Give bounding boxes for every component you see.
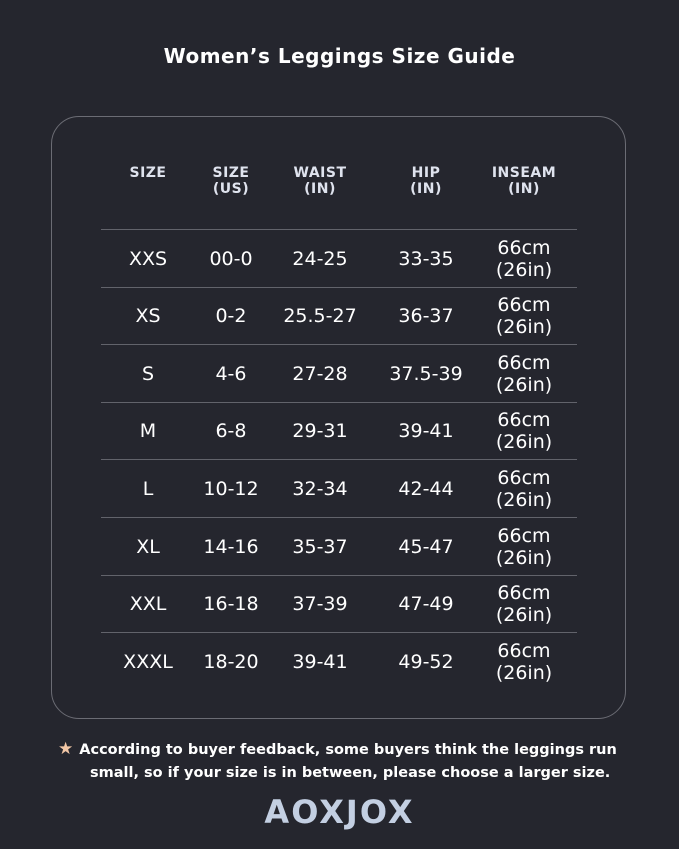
cell-inseam: 66cm (26in) (469, 403, 579, 460)
cell-hip: 49-52 (398, 650, 454, 673)
cell-inseam-cm: 66cm (497, 294, 551, 317)
cell-inseam-cm: 66cm (497, 409, 551, 432)
cell-size: XXXL (123, 650, 173, 673)
table-row: XS 0-2 25.5-27 36-37 66cm (26in) (101, 286, 579, 345)
header-inseam: INSEAM (IN) (474, 165, 574, 197)
cell-waist: 27-28 (292, 362, 348, 385)
note-line-2: small, so if your size is in between, pl… (90, 765, 611, 781)
size-table-card (51, 116, 626, 719)
cell-inseam-in: (26in) (495, 546, 553, 569)
cell-waist: 25.5-27 (283, 305, 357, 328)
cell-hip: 36-37 (398, 305, 454, 328)
cell-waist: 29-31 (292, 420, 348, 443)
cell-inseam: 66cm (26in) (469, 288, 579, 345)
cell-inseam: 66cm (26in) (469, 345, 579, 402)
cell-us: 0-2 (215, 305, 247, 328)
cell-hip: 42-44 (398, 477, 454, 500)
cell-size: M (139, 420, 157, 443)
cell-us: 4-6 (215, 362, 247, 385)
table-row: XXXL 18-20 39-41 49-52 66cm (26in) (101, 632, 577, 690)
cell-inseam: 66cm (26in) (469, 460, 579, 517)
cell-waist: 32-34 (292, 477, 348, 500)
star-icon: ★ (58, 739, 74, 759)
table-row: XXL 16-18 37-39 47-49 66cm (26in) (101, 574, 579, 633)
header-label: HIP (411, 165, 441, 181)
header-label: SIZE (129, 165, 167, 181)
cell-inseam-cm: 66cm (497, 351, 551, 374)
cell-inseam-cm: 66cm (497, 236, 551, 259)
header-unit: (IN) (304, 181, 336, 197)
header-label: WAIST (293, 165, 347, 181)
cell-size: XS (135, 305, 161, 328)
cell-hip: 47-49 (398, 593, 454, 616)
cell-inseam: 66cm (26in) (469, 633, 579, 690)
cell-hip: 33-35 (398, 247, 454, 270)
page-title: Women’s Leggings Size Guide (163, 44, 516, 68)
header-unit: (US) (212, 181, 250, 197)
cell-inseam-cm: 66cm (497, 524, 551, 547)
cell-size: S (141, 362, 155, 385)
header-label: SIZE (212, 165, 250, 181)
cell-inseam-in: (26in) (495, 488, 553, 511)
cell-inseam-in: (26in) (495, 604, 553, 627)
table-row: XL 14-16 35-37 45-47 66cm (26in) (101, 517, 577, 575)
header-unit: (IN) (508, 181, 540, 197)
cell-us: 16-18 (203, 593, 259, 616)
cell-inseam: 66cm (26in) (469, 576, 579, 633)
cell-inseam-cm: 66cm (497, 639, 551, 662)
cell-waist: 24-25 (292, 247, 348, 270)
table-row: S 4-6 27-28 37.5-39 66cm (26in) (101, 344, 577, 402)
cell-inseam-in: (26in) (495, 316, 553, 339)
cell-inseam-in: (26in) (495, 661, 553, 684)
cell-size: XXL (129, 593, 167, 616)
header-unit: (IN) (410, 181, 442, 197)
cell-hip: 39-41 (398, 420, 454, 443)
cell-inseam-cm: 66cm (497, 466, 551, 489)
cell-size: XXS (128, 247, 168, 270)
cell-us: 10-12 (203, 477, 259, 500)
cell-us: 6-8 (215, 420, 247, 443)
cell-inseam-cm: 66cm (497, 582, 551, 605)
fit-note: ★ According to buyer feedback, some buyer… (58, 738, 648, 785)
header-label: INSEAM (491, 165, 557, 181)
table-row: L 10-12 32-34 42-44 66cm (26in) (101, 459, 577, 517)
cell-us: 14-16 (203, 535, 259, 558)
note-line-1: According to buyer feedback, some buyers… (79, 742, 617, 758)
cell-size: XL (136, 535, 160, 558)
brand-logo: AOXJOX (264, 793, 415, 831)
cell-us: 18-20 (203, 650, 259, 673)
cell-waist: 39-41 (292, 650, 348, 673)
cell-us: 00-0 (209, 247, 253, 270)
cell-hip: 37.5-39 (389, 362, 463, 385)
cell-inseam: 66cm (26in) (469, 518, 579, 575)
cell-waist: 35-37 (292, 535, 348, 558)
header-waist: WAIST (IN) (270, 165, 370, 197)
header-size: SIZE (98, 165, 198, 181)
table-row: XXS 00-0 24-25 33-35 66cm (26in) (101, 229, 577, 287)
header-us: SIZE (US) (181, 165, 281, 197)
cell-size: L (142, 477, 154, 500)
cell-inseam-in: (26in) (495, 431, 553, 454)
header-hip: HIP (IN) (376, 165, 476, 197)
cell-inseam: 66cm (26in) (469, 230, 579, 287)
cell-inseam-in: (26in) (495, 258, 553, 281)
cell-inseam-in: (26in) (495, 373, 553, 396)
cell-hip: 45-47 (398, 535, 454, 558)
cell-waist: 37-39 (292, 593, 348, 616)
table-row: M 6-8 29-31 39-41 66cm (26in) (101, 401, 579, 460)
